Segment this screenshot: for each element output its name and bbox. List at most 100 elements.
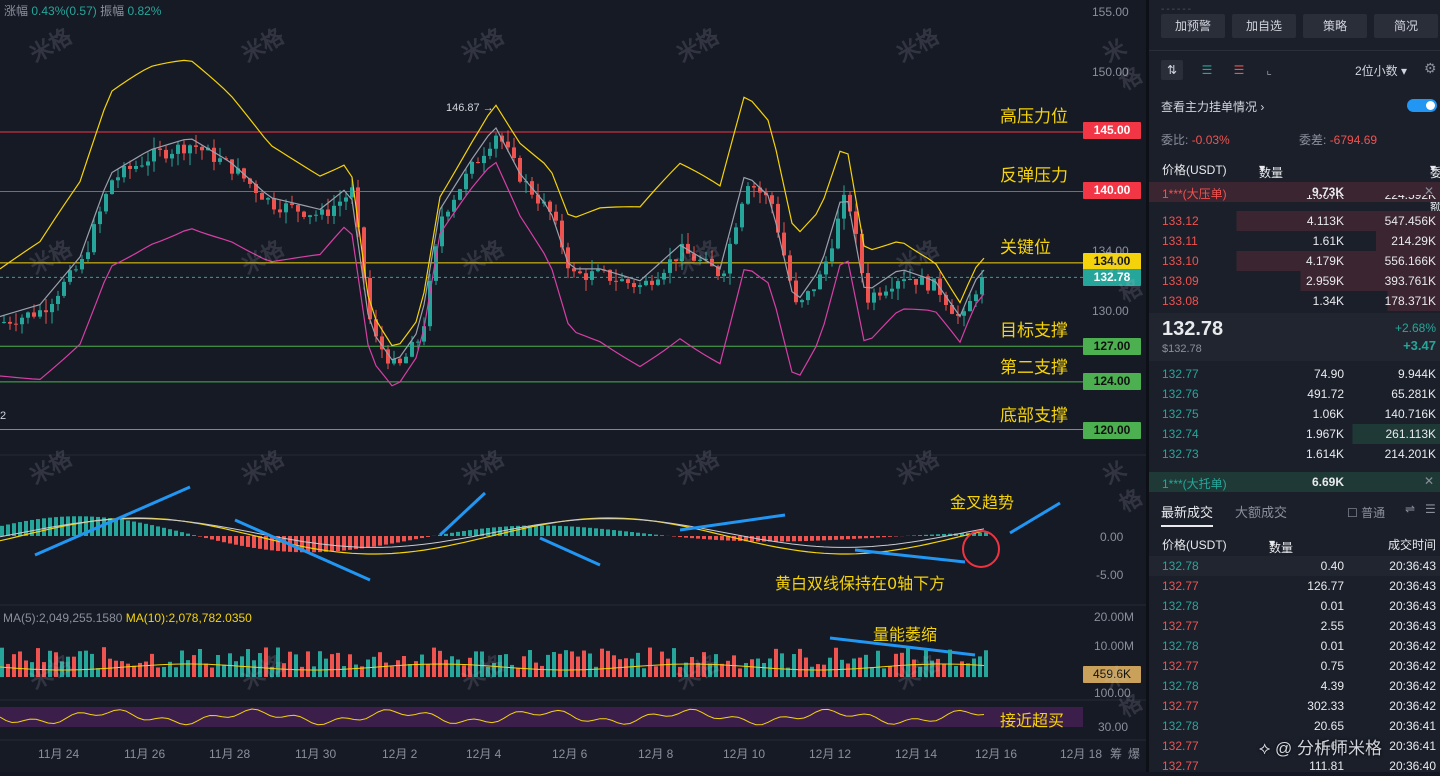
macd-histogram-bar xyxy=(678,536,682,537)
candle-body xyxy=(896,281,900,289)
volume-bar xyxy=(126,664,130,677)
price-chart[interactable]: 涨幅 0.43%(0.57) 振幅 0.82% 155.00 150.00 13… xyxy=(0,0,1146,772)
macd-histogram-bar xyxy=(396,536,400,542)
commit-diff: 委差: -6794.69 xyxy=(1299,131,1377,148)
volume-axis-label: 10.00M xyxy=(1094,639,1134,653)
volume-bar xyxy=(354,665,358,677)
volume-bar xyxy=(468,658,472,677)
x-axis-label: 12月 12 xyxy=(809,745,851,762)
ask-row[interactable]: 133.10 4.179K 556.166K xyxy=(1149,251,1440,271)
big-bid-row[interactable]: 1***(大托单) 6.69K ✕ xyxy=(1149,472,1440,492)
macd-histogram-bar xyxy=(366,536,370,547)
trade-price: 132.77 xyxy=(1162,739,1199,753)
volume-axis-label: 20.00M xyxy=(1094,610,1134,624)
amplitude-value: 0.82% xyxy=(127,4,161,18)
orderbook-bids-view-icon[interactable]: ☰ xyxy=(1197,60,1217,80)
volume-bar xyxy=(750,659,754,677)
settings-icon[interactable]: ⚙ xyxy=(1424,60,1437,77)
close-icon[interactable]: ✕ xyxy=(1424,474,1434,488)
candle-body xyxy=(458,189,462,200)
level-tag-145: 145.00 xyxy=(1083,122,1141,139)
ask-row[interactable]: 133.11 1.61K 214.29K xyxy=(1149,231,1440,251)
add-watchlist-button[interactable]: 加自选 xyxy=(1232,14,1296,38)
x-axis-label: 12月 10 xyxy=(723,745,765,762)
add-alert-button[interactable]: 加预警 xyxy=(1161,14,1225,38)
strategy-button[interactable]: 策略 xyxy=(1303,14,1367,38)
chart-canvas[interactable] xyxy=(0,0,1146,772)
bollinger-lower xyxy=(0,163,984,386)
trade-column-time: 成交时间 xyxy=(1388,536,1436,553)
candle-body xyxy=(332,206,336,216)
volume-bar xyxy=(780,653,784,677)
volume-bar xyxy=(378,652,382,677)
candle-body xyxy=(980,277,984,294)
volume-bar xyxy=(312,666,316,677)
normal-filter[interactable]: ☐ 普通 xyxy=(1347,504,1385,521)
volume-bar xyxy=(114,661,118,677)
volume-bar xyxy=(192,655,196,677)
bid-row[interactable]: 132.75 1.06K 140.716K xyxy=(1149,404,1440,424)
column-qty[interactable]: 数量 (SOL) ▾ xyxy=(1259,161,1265,175)
annotation-near-overbought: 接近超买 xyxy=(1000,707,1064,731)
column-price: 价格(USDT) xyxy=(1162,161,1227,178)
orderbook-depth-view-icon[interactable]: ⌞ xyxy=(1259,60,1279,80)
orderbook-toggle-switch[interactable] xyxy=(1407,99,1437,112)
trade-time: 20:36:43 xyxy=(1389,559,1436,573)
ask-row[interactable]: 133.08 1.34K 178.371K xyxy=(1149,291,1440,311)
level-tag-134: 134.00 xyxy=(1083,253,1141,270)
macd-histogram-bar xyxy=(924,535,928,536)
candle-body xyxy=(512,147,516,158)
rsi-zone xyxy=(0,707,1083,727)
trade-price: 132.78 xyxy=(1162,559,1199,573)
annotation-target-support: 目标支撑 xyxy=(1000,316,1068,341)
macd-histogram-bar xyxy=(390,536,394,544)
volume-bar xyxy=(258,653,262,677)
candle-body xyxy=(50,304,54,312)
macd-histogram-bar xyxy=(306,536,310,552)
macd-histogram-bar xyxy=(126,521,130,536)
bid-row[interactable]: 132.77 74.90 9.944K xyxy=(1149,364,1440,384)
tab-large-trades[interactable]: 大额成交 xyxy=(1235,502,1287,521)
macd-histogram-bar xyxy=(780,536,784,542)
bid-qty: 1.967K xyxy=(1306,427,1344,441)
volume-bar xyxy=(696,663,700,677)
volume-bar xyxy=(504,654,508,677)
trend-arrow xyxy=(35,487,190,555)
last-price: 132.78 xyxy=(1162,318,1223,341)
candle-body xyxy=(818,274,822,289)
orderbook-both-view-icon[interactable]: ⇅ xyxy=(1161,60,1183,80)
macd-histogram-bar xyxy=(618,531,622,536)
candle-body xyxy=(278,209,282,212)
tab-latest-trades[interactable]: 最新成交 xyxy=(1161,502,1213,527)
volume-bar xyxy=(540,666,544,677)
bid-row[interactable]: 132.76 491.72 65.281K xyxy=(1149,384,1440,404)
trade-column-qty[interactable]: 数量(SOL) ▾ xyxy=(1269,536,1275,550)
trade-time: 20:36:43 xyxy=(1389,599,1436,613)
trade-price: 132.77 xyxy=(1162,579,1199,593)
ask-qty: 2.959K xyxy=(1306,274,1344,288)
summary-button[interactable]: 简况 xyxy=(1374,14,1438,38)
toggle-knob xyxy=(1426,101,1435,110)
candle-body xyxy=(218,158,222,162)
candle-body xyxy=(344,197,348,201)
column-amount[interactable]: 委托额 ▾ xyxy=(1430,161,1436,175)
bid-row[interactable]: 132.74 1.967K 261.113K xyxy=(1149,424,1440,444)
orderbook-toggle-label[interactable]: 查看主力挂单情况 › xyxy=(1161,98,1264,115)
volume-bar xyxy=(336,653,340,677)
macd-histogram-bar xyxy=(570,527,574,536)
ask-row[interactable]: 133.12 4.113K 547.456K xyxy=(1149,211,1440,231)
macd-histogram-bar xyxy=(426,536,430,537)
volume-bar xyxy=(912,660,916,677)
volume-bar xyxy=(72,657,76,677)
decimals-select[interactable]: 2位小数 ▾ xyxy=(1355,62,1407,79)
filter-icon[interactable]: ⇌ xyxy=(1405,502,1415,516)
bid-row[interactable]: 132.73 1.614K 214.201K xyxy=(1149,444,1440,464)
orderbook-asks-view-icon[interactable]: ☰ xyxy=(1229,60,1249,80)
ask-row[interactable]: 133.09 2.959K 393.761K xyxy=(1149,271,1440,291)
candle-body xyxy=(158,149,162,150)
menu-icon[interactable]: ☰ xyxy=(1425,502,1436,516)
candle-body xyxy=(494,136,498,149)
macd-histogram-bar xyxy=(174,531,178,536)
